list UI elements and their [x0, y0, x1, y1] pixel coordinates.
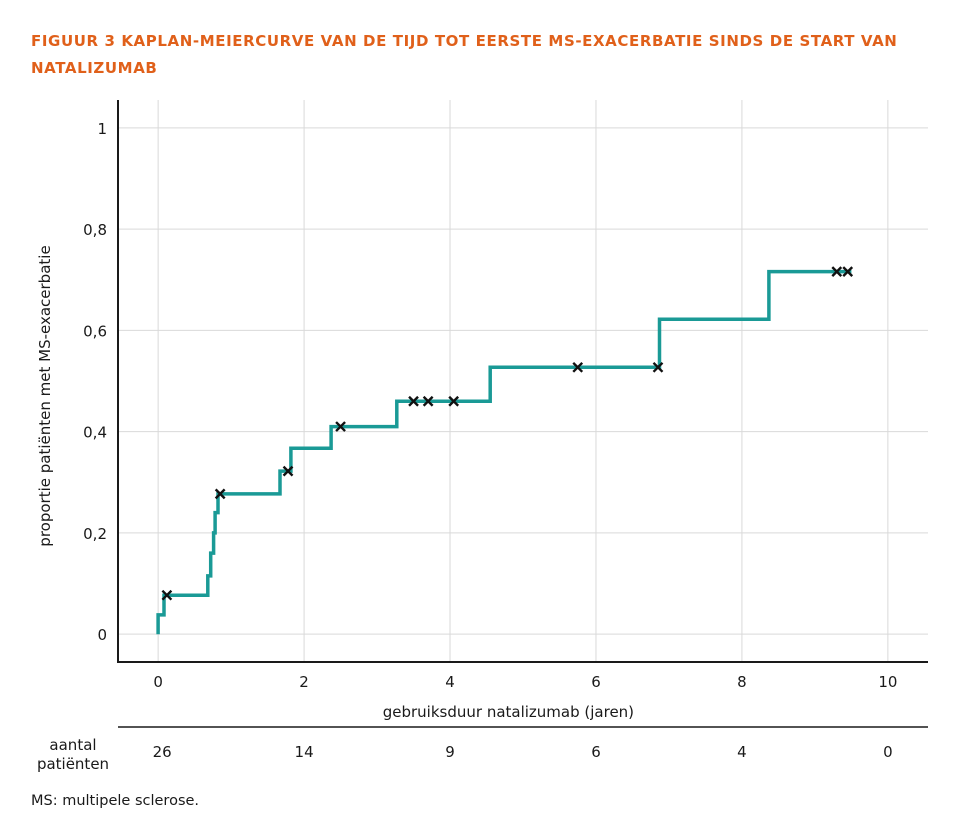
figure-title: FIGUUR 3 KAPLAN-MEIERCURVE VAN DE TIJD T…	[31, 32, 898, 77]
censor-mark	[572, 361, 584, 373]
censor-mark	[282, 465, 294, 477]
risk-table-value: 4	[737, 743, 747, 761]
grid-lines	[118, 100, 928, 662]
risk-table-value: 6	[591, 743, 601, 761]
censor-mark	[422, 395, 434, 407]
x-axis-label: gebruiksduur natalizumab (jaren)	[383, 703, 634, 721]
censor-mark	[831, 266, 843, 277]
risk-table-value: 9	[445, 743, 455, 761]
x-tick-label: 4	[445, 673, 455, 691]
censor-mark	[214, 488, 226, 500]
y-tick-label: 0,2	[83, 525, 107, 543]
footnote: MS: multipele sclerose.	[31, 793, 200, 809]
censor-mark	[448, 395, 460, 407]
censor-mark	[335, 421, 346, 432]
y-axis-label: proportie patiënten met MS-exacerbatie	[36, 245, 54, 546]
survival-curve	[156, 269, 852, 635]
censor-mark	[652, 361, 664, 373]
censor-mark	[842, 266, 854, 277]
x-tick-label: 6	[591, 673, 601, 691]
x-tick-labels: 0 2 4 6 8 10	[153, 673, 897, 691]
y-tick-label: 0,4	[83, 424, 107, 442]
y-tick-label: 0,6	[83, 322, 107, 340]
risk-table-value: 0	[883, 743, 893, 761]
censor-mark	[408, 395, 419, 407]
censor-mark	[161, 589, 173, 601]
x-tick-label: 2	[299, 673, 309, 691]
risk-table-value: 14	[295, 743, 314, 761]
y-tick-label: 0,8	[83, 221, 107, 239]
y-tick-labels: 0 0,2 0,4 0,6 0,8 1	[83, 120, 107, 644]
x-tick-label: 10	[878, 673, 897, 691]
axes	[117, 100, 928, 663]
y-tick-label: 0	[97, 626, 107, 644]
risk-table-value: 26	[153, 743, 172, 761]
risk-table-label: patiënten	[37, 755, 109, 773]
risk-table-label: aantal	[49, 736, 96, 754]
risk-table: aantal patiënten 26 14 9 6 4 0	[37, 726, 928, 773]
y-tick-label: 1	[97, 120, 107, 138]
series-group	[156, 266, 854, 635]
x-tick-label: 0	[153, 673, 163, 691]
x-tick-label: 8	[737, 673, 747, 691]
